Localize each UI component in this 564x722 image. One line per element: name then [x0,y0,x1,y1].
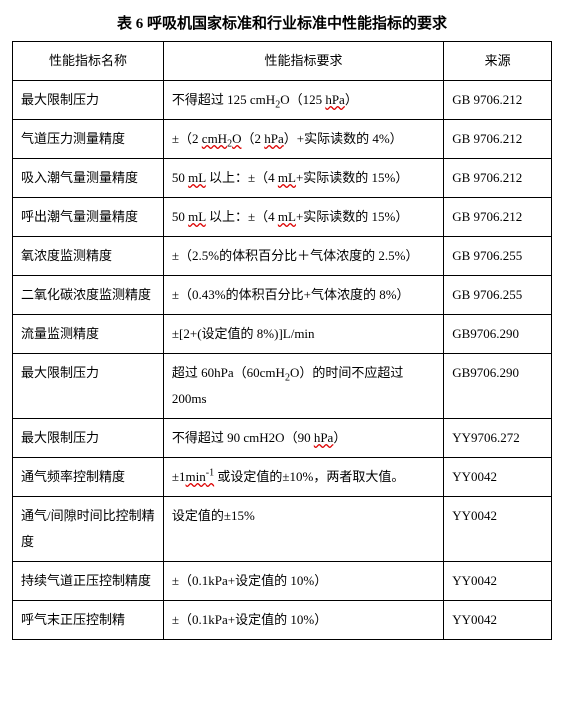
table-row: 通气/间隙时间比控制精度设定值的±15%YY0042 [13,497,552,562]
cell-src: YY0042 [444,601,552,640]
table-row: 流量监测精度±[2+(设定值的 8%)]L/minGB9706.290 [13,315,552,354]
cell-name: 通气频率控制精度 [13,458,164,497]
cell-req: 50 mL 以上：±（4 mL+实际读数的 15%） [163,159,443,198]
cell-req: ±1min-1 或设定值的±10%，两者取大值。 [163,458,443,497]
cell-src: GB 9706.212 [444,198,552,237]
cell-src: GB 9706.255 [444,237,552,276]
cell-src: GB 9706.212 [444,81,552,120]
table-row: 持续气道正压控制精度±（0.1kPa+设定值的 10%）YY0042 [13,562,552,601]
cell-name: 持续气道正压控制精度 [13,562,164,601]
cell-src: YY0042 [444,562,552,601]
table-row: 最大限制压力不得超过 90 cmH2O（90 hPa）YY9706.272 [13,419,552,458]
cell-req: ±（0.1kPa+设定值的 10%） [163,562,443,601]
cell-src: GB 9706.212 [444,120,552,159]
cell-src: GB 9706.212 [444,159,552,198]
cell-src: YY0042 [444,497,552,562]
cell-req: 不得超过 90 cmH2O（90 hPa） [163,419,443,458]
standards-table: 性能指标名称 性能指标要求 来源 最大限制压力不得超过 125 cmH2O（12… [12,41,552,640]
cell-req: 50 mL 以上：±（4 mL+实际读数的 15%） [163,198,443,237]
header-src: 来源 [444,42,552,81]
cell-req: 设定值的±15% [163,497,443,562]
table-row: 吸入潮气量测量精度50 mL 以上：±（4 mL+实际读数的 15%）GB 97… [13,159,552,198]
table-row: 氧浓度监测精度±（2.5%的体积百分比＋气体浓度的 2.5%）GB 9706.2… [13,237,552,276]
cell-src: YY9706.272 [444,419,552,458]
cell-req: ±（2 cmH2O（2 hPa）+实际读数的 4%） [163,120,443,159]
cell-src: GB9706.290 [444,315,552,354]
cell-name: 最大限制压力 [13,81,164,120]
table-row: 二氧化碳浓度监测精度±（0.43%的体积百分比+气体浓度的 8%）GB 9706… [13,276,552,315]
table-row: 最大限制压力超过 60hPa（60cmH2O）的时间不应超过 200msGB97… [13,354,552,419]
table-row: 通气频率控制精度±1min-1 或设定值的±10%，两者取大值。YY0042 [13,458,552,497]
cell-name: 通气/间隙时间比控制精度 [13,497,164,562]
cell-name: 最大限制压力 [13,419,164,458]
cell-src: GB9706.290 [444,354,552,419]
cell-req: ±（2.5%的体积百分比＋气体浓度的 2.5%） [163,237,443,276]
cell-req: 不得超过 125 cmH2O（125 hPa） [163,81,443,120]
cell-src: YY0042 [444,458,552,497]
cell-req: ±（0.43%的体积百分比+气体浓度的 8%） [163,276,443,315]
cell-name: 二氧化碳浓度监测精度 [13,276,164,315]
cell-name: 气道压力测量精度 [13,120,164,159]
cell-name: 最大限制压力 [13,354,164,419]
table-row: 气道压力测量精度±（2 cmH2O（2 hPa）+实际读数的 4%）GB 970… [13,120,552,159]
cell-name: 吸入潮气量测量精度 [13,159,164,198]
cell-name: 呼出潮气量测量精度 [13,198,164,237]
cell-name: 呼气末正压控制精 [13,601,164,640]
table-row: 最大限制压力不得超过 125 cmH2O（125 hPa）GB 9706.212 [13,81,552,120]
cell-name: 氧浓度监测精度 [13,237,164,276]
cell-req: ±[2+(设定值的 8%)]L/min [163,315,443,354]
table-title: 表 6 呼吸机国家标准和行业标准中性能指标的要求 [12,12,552,33]
cell-req: 超过 60hPa（60cmH2O）的时间不应超过 200ms [163,354,443,419]
cell-src: GB 9706.255 [444,276,552,315]
header-row: 性能指标名称 性能指标要求 来源 [13,42,552,81]
cell-name: 流量监测精度 [13,315,164,354]
table-row: 呼出潮气量测量精度50 mL 以上：±（4 mL+实际读数的 15%）GB 97… [13,198,552,237]
cell-req: ±（0.1kPa+设定值的 10%） [163,601,443,640]
header-name: 性能指标名称 [13,42,164,81]
header-req: 性能指标要求 [163,42,443,81]
table-row: 呼气末正压控制精±（0.1kPa+设定值的 10%）YY0042 [13,601,552,640]
